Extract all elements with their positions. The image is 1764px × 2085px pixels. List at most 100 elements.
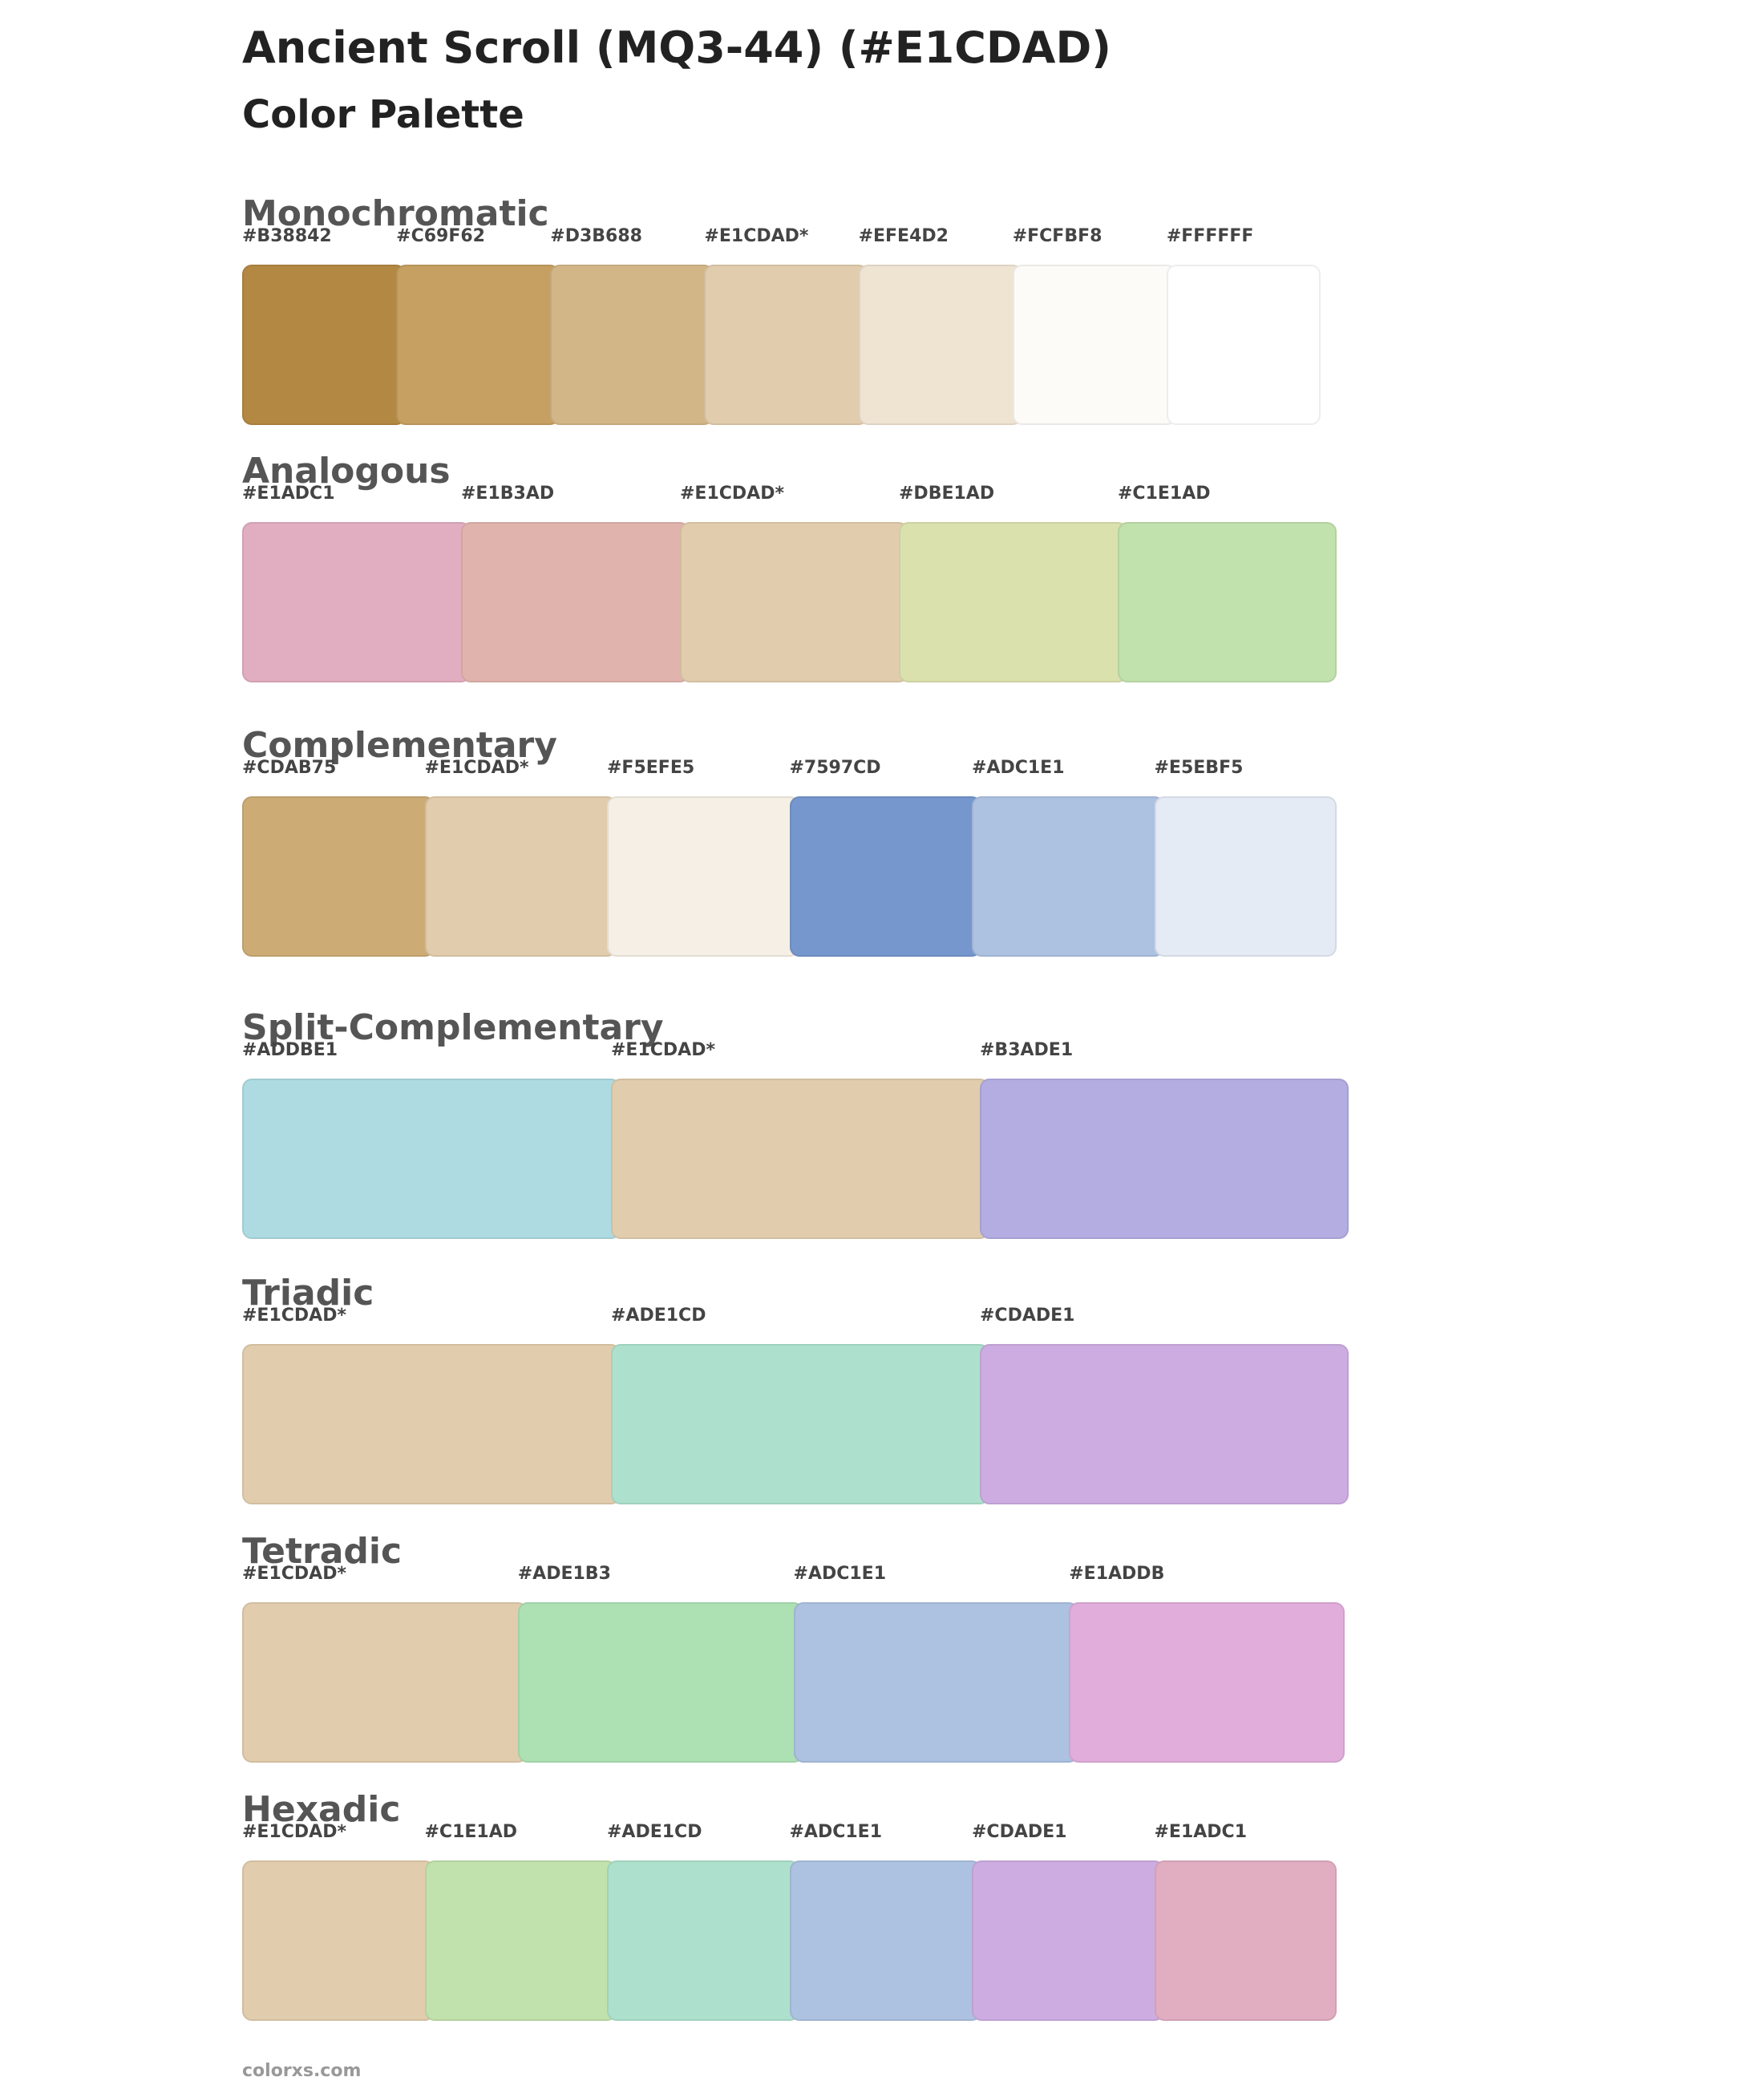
swatch-row: #B38842 #C69F62 #D3B688 #E1CDAD* #EFE4D2 #FCF… <box>242 226 1321 425</box>
hex-label: #E1ADDB <box>1069 1564 1165 1584</box>
hex-label: #E1CDAD* <box>611 1040 715 1060</box>
swatch-row: #E1ADC1 #E1B3AD #E1CDAD* #DBE1AD #C1E1AD <box>242 484 1337 682</box>
color-swatch <box>899 522 1127 682</box>
footer: colorxs.com <box>242 2061 362 2081</box>
color-swatch <box>242 1860 435 2021</box>
swatch-cell: #EFE4D2 <box>858 226 1022 425</box>
hex-label: #E1ADC1 <box>1154 1822 1248 1842</box>
swatch-cell: #C69F62 <box>396 226 560 425</box>
hex-label: #D3B688 <box>550 226 642 246</box>
swatch-cell: #E1CDAD* <box>424 758 617 957</box>
hex-label: #F5EFE5 <box>607 758 695 778</box>
swatch-cell: #ADC1E1 <box>972 758 1164 957</box>
hex-label: #C1E1AD <box>424 1822 518 1842</box>
color-swatch <box>242 1344 621 1504</box>
hex-label: #ADE1CD <box>607 1822 702 1842</box>
color-swatch <box>424 1860 617 2021</box>
hex-label: #ADC1E1 <box>972 758 1065 778</box>
hex-label: #B38842 <box>242 226 332 246</box>
swatch-cell: #B3ADE1 <box>980 1040 1349 1239</box>
color-swatch <box>424 796 617 957</box>
swatch-cell: #E1CDAD* <box>242 1306 621 1504</box>
swatch-cell: #E1ADDB <box>1069 1564 1345 1763</box>
swatch-cell: #ADC1E1 <box>793 1564 1079 1763</box>
color-swatch <box>550 265 714 425</box>
page-subtitle: Color Palette <box>242 92 524 137</box>
hex-label: #CDADE1 <box>980 1306 1075 1326</box>
swatch-row: #E1CDAD* #ADE1CD #CDADE1 <box>242 1306 1349 1504</box>
color-swatch <box>972 1860 1164 2021</box>
swatch-cell: #ADDBE1 <box>242 1040 621 1239</box>
color-swatch <box>242 796 435 957</box>
hex-label: #E1ADC1 <box>242 484 335 504</box>
swatch-cell: #CDADE1 <box>980 1306 1349 1504</box>
hex-label: #ADC1E1 <box>793 1564 887 1584</box>
color-swatch <box>1118 522 1337 682</box>
section-heading: Split-Complementary <box>242 1007 664 1048</box>
swatch-cell: #FFFFFF <box>1166 226 1321 425</box>
hex-label: #ADDBE1 <box>242 1040 338 1060</box>
swatch-row: #ADDBE1 #E1CDAD* #B3ADE1 <box>242 1040 1349 1239</box>
hex-label: #FFFFFF <box>1166 226 1254 246</box>
color-swatch <box>980 1344 1349 1504</box>
swatch-cell: #E1B3AD <box>461 484 690 682</box>
page-title: Ancient Scroll (MQ3-44) (#E1CDAD) <box>242 22 1111 73</box>
swatch-cell: #CDADE1 <box>972 1822 1164 2021</box>
color-swatch <box>242 265 407 425</box>
hex-label: #E5EBF5 <box>1154 758 1244 778</box>
hex-label: #E1CDAD* <box>242 1564 346 1584</box>
hex-label: #E1CDAD* <box>424 758 529 778</box>
color-swatch <box>611 1079 989 1239</box>
hex-label: #E1CDAD* <box>704 226 809 246</box>
swatch-cell: #ADE1B3 <box>517 1564 803 1763</box>
swatch-row: #CDAB75 #E1CDAD* #F5EFE5 #7597CD #ADC1E1 #E5E… <box>242 758 1337 957</box>
color-swatch <box>1069 1602 1345 1763</box>
swatch-cell: #CDAB75 <box>242 758 435 957</box>
hex-label: #C1E1AD <box>1118 484 1211 504</box>
hex-label: #EFE4D2 <box>858 226 949 246</box>
color-swatch <box>704 265 868 425</box>
hex-label: #DBE1AD <box>899 484 995 504</box>
swatch-cell: #ADC1E1 <box>789 1822 981 2021</box>
color-swatch <box>1166 265 1321 425</box>
swatch-row: #E1CDAD* #ADE1B3 #ADC1E1 #E1ADDB <box>242 1564 1345 1763</box>
color-swatch <box>680 522 908 682</box>
color-swatch <box>611 1344 989 1504</box>
hex-label: #ADE1CD <box>611 1306 706 1326</box>
swatch-cell: #DBE1AD <box>899 484 1127 682</box>
color-swatch <box>396 265 560 425</box>
swatch-cell: #ADE1CD <box>611 1306 989 1504</box>
hex-label: #C69F62 <box>396 226 485 246</box>
swatch-cell: #7597CD <box>789 758 981 957</box>
swatch-cell: #E1CDAD* <box>242 1564 528 1763</box>
swatch-cell: #D3B688 <box>550 226 714 425</box>
swatch-cell: #E1CDAD* <box>680 484 908 682</box>
color-swatch <box>607 796 799 957</box>
color-swatch <box>242 1079 621 1239</box>
swatch-row: #E1CDAD* #C1E1AD #ADE1CD #ADC1E1 #CDADE1 #E1A… <box>242 1822 1337 2021</box>
hex-label: #E1CDAD* <box>680 484 784 504</box>
color-swatch <box>793 1602 1079 1763</box>
swatch-cell: #E1CDAD* <box>242 1822 435 2021</box>
swatch-cell: #E1CDAD* <box>704 226 868 425</box>
color-swatch <box>517 1602 803 1763</box>
swatch-cell: #FCFBF8 <box>1012 226 1176 425</box>
color-swatch <box>858 265 1022 425</box>
swatch-cell: #ADE1CD <box>607 1822 799 2021</box>
hex-label: #E1CDAD* <box>242 1822 346 1842</box>
color-swatch <box>789 796 981 957</box>
color-swatch <box>789 1860 981 2021</box>
color-swatch <box>1154 796 1337 957</box>
swatch-cell: #E5EBF5 <box>1154 758 1337 957</box>
section-heading: Triadic <box>242 1273 374 1314</box>
swatch-cell: #F5EFE5 <box>607 758 799 957</box>
color-swatch <box>972 796 1164 957</box>
section-heading: Hexadic <box>242 1789 401 1830</box>
section-heading: Complementary <box>242 725 557 766</box>
swatch-cell: #B38842 <box>242 226 407 425</box>
section-heading: Analogous <box>242 451 451 492</box>
color-swatch <box>1154 1860 1337 2021</box>
color-swatch <box>242 1602 528 1763</box>
hex-label: #FCFBF8 <box>1012 226 1102 246</box>
